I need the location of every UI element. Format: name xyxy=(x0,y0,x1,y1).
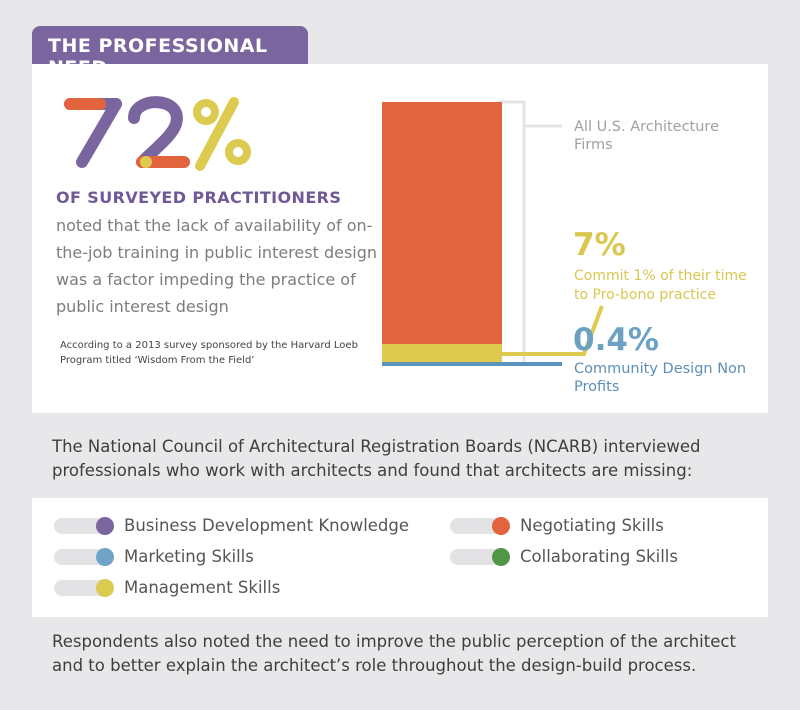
stat-panel: OF SURVEYED PRACTITIONERS noted that the… xyxy=(32,64,768,413)
skills-panel: Business Development Knowledge Marketing… xyxy=(32,498,768,617)
intro-paragraph: The National Council of Architectural Re… xyxy=(52,437,701,480)
skill-label: Collaborating Skills xyxy=(520,547,678,566)
nonprofit-label: Community Design Non Profits xyxy=(574,361,747,395)
probono-percent: 7% xyxy=(573,227,626,263)
probono-leader xyxy=(502,305,604,356)
skill-label: Negotiating Skills xyxy=(520,516,664,535)
bar-nonprofit xyxy=(382,362,562,366)
bar-chart xyxy=(382,100,604,366)
skill-dot xyxy=(96,517,114,535)
section-tab: THE PROFESSIONAL NEED xyxy=(32,26,308,79)
outro-paragraph: Respondents also noted the need to impro… xyxy=(52,632,736,675)
skill-label: Management Skills xyxy=(124,578,281,597)
skill-dot xyxy=(492,517,510,535)
total-bracket xyxy=(498,100,526,366)
nonprofit-percent: 0.4% xyxy=(573,322,659,358)
skill-label: Business Development Knowledge xyxy=(124,516,410,535)
probono-label: Commit 1% of their time to Pro-bono prac… xyxy=(574,268,747,303)
skill-dot xyxy=(96,579,114,597)
stat-source: According to a 2013 survey sponsored by … xyxy=(60,340,358,366)
all-firms-label: All U.S. Architecture Firms xyxy=(574,119,719,153)
skill-dot xyxy=(492,548,510,566)
skill-label: Marketing Skills xyxy=(124,547,254,566)
bar-probono xyxy=(382,344,502,364)
bar-all-firms xyxy=(382,102,502,364)
stat-headline: OF SURVEYED PRACTITIONERS xyxy=(56,188,342,207)
stat-description: noted that the lack of availability of o… xyxy=(56,216,378,316)
skill-dot xyxy=(96,548,114,566)
big-number-graphic xyxy=(64,96,251,171)
